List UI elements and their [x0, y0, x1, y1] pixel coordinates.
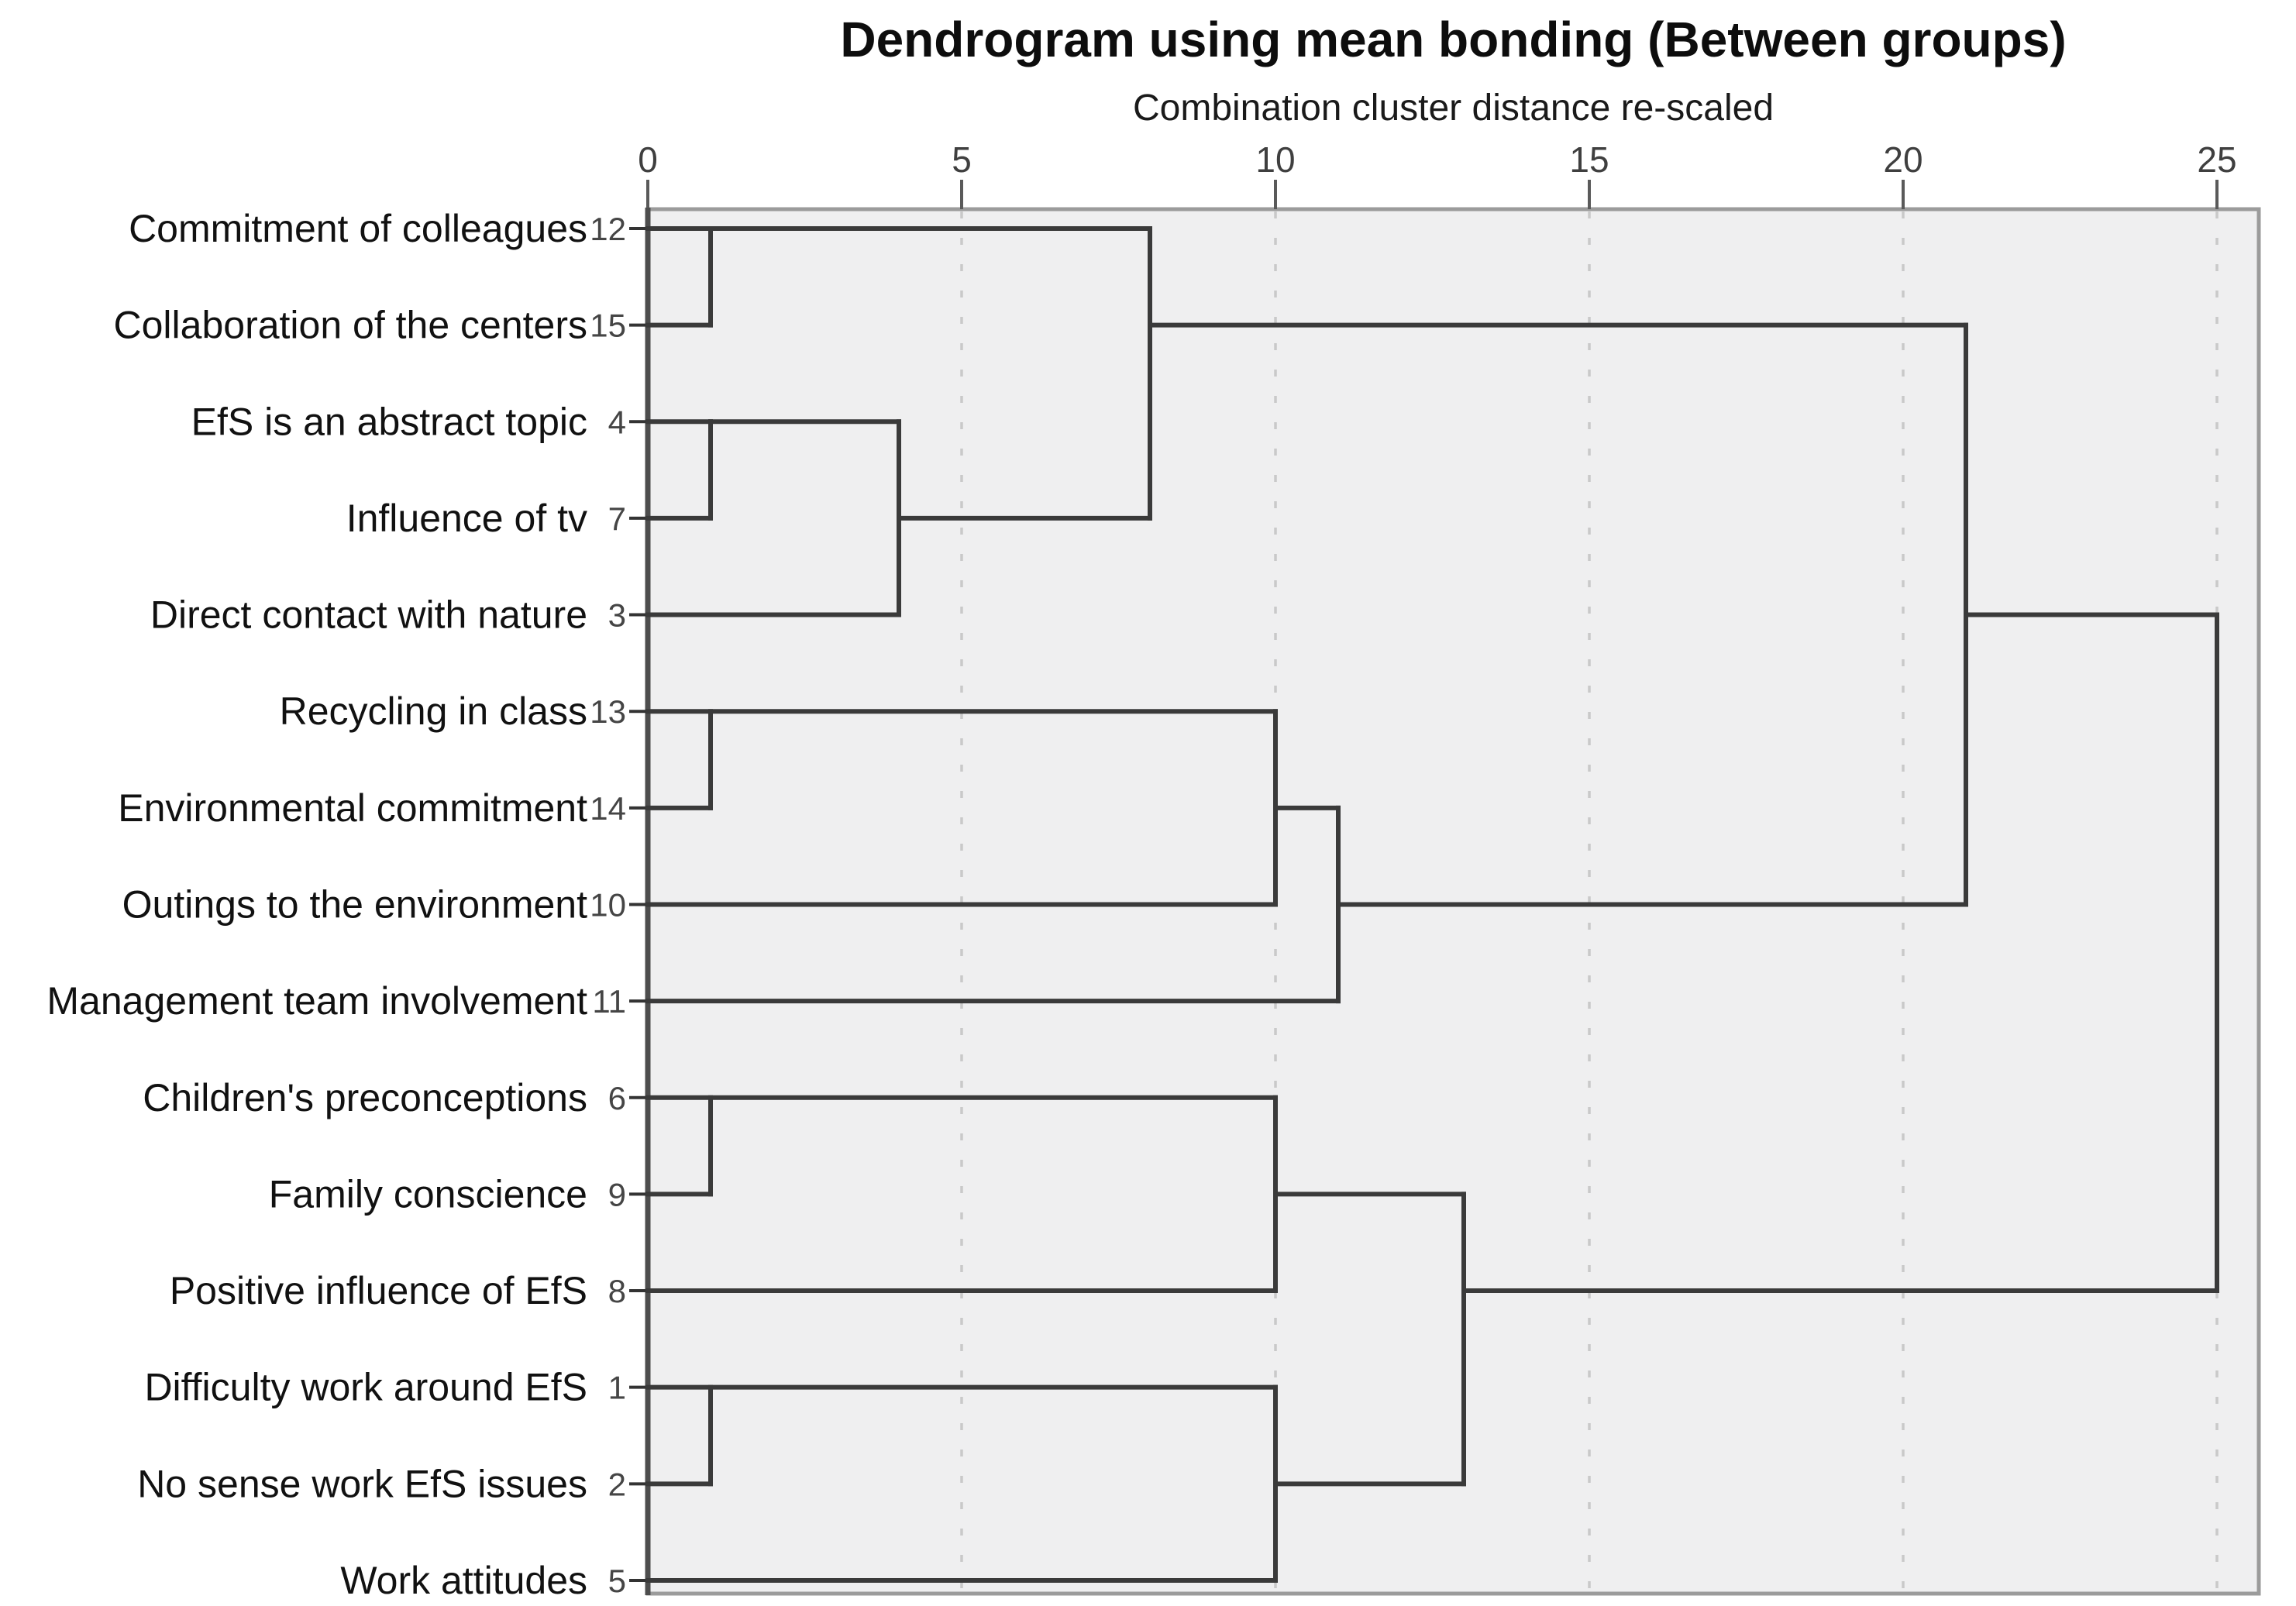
leaf-label: Outings to the environment — [122, 882, 587, 926]
plot-area — [648, 209, 2259, 1594]
leaf-label: Management team involvement — [46, 979, 587, 1023]
leaf-case-number: 13 — [590, 693, 626, 730]
leaf-label: Direct contact with nature — [150, 593, 587, 637]
leaf-case-number: 8 — [608, 1273, 626, 1309]
leaf-case-number: 11 — [592, 983, 626, 1020]
leaf-label: Work attitudes — [340, 1559, 587, 1602]
leaf-label: Commitment of colleagues — [129, 207, 587, 250]
leaf-label: Environmental commitment — [118, 786, 587, 830]
leaf-label: Difficulty work around EfS — [144, 1366, 587, 1409]
leaf-case-number: 1 — [608, 1370, 626, 1406]
leaf-label: Collaboration of the centers — [114, 304, 587, 347]
leaf-case-number: 14 — [590, 790, 626, 827]
axis-tick-label-25: 25 — [2197, 139, 2236, 180]
leaf-case-number: 10 — [590, 886, 626, 923]
leaf-case-number: 7 — [608, 500, 626, 537]
leaf-label: EfS is an abstract topic — [191, 400, 587, 443]
leaf-label: Positive influence of EfS — [170, 1269, 587, 1312]
leaf-case-number: 2 — [608, 1466, 626, 1502]
leaf-case-number: 12 — [590, 211, 626, 247]
leaf-label: Children's preconceptions — [143, 1076, 587, 1119]
leaf-case-number: 3 — [608, 597, 626, 634]
leaf-case-number: 15 — [590, 308, 626, 344]
axis-tick-label-0: 0 — [638, 139, 658, 180]
leaf-case-number: 9 — [608, 1176, 626, 1212]
leaf-case-number: 5 — [608, 1563, 626, 1599]
chart-title: Dendrogram using mean bonding (Between g… — [840, 12, 2067, 67]
axis-tick-label-20: 20 — [1883, 139, 1923, 180]
leaf-label: Influence of tv — [346, 497, 587, 540]
leaf-label: Family conscience — [269, 1172, 587, 1216]
axis-tick-label-5: 5 — [952, 139, 972, 180]
leaf-case-number: 4 — [608, 404, 626, 440]
axis-tick-label-15: 15 — [1569, 139, 1609, 180]
chart-subtitle: Combination cluster distance re-scaled — [1132, 88, 1774, 129]
leaf-label: Recycling in class — [280, 690, 587, 733]
leaf-label: No sense work EfS issues — [137, 1462, 587, 1505]
leaf-case-number: 6 — [608, 1080, 626, 1116]
axis-tick-label-10: 10 — [1255, 139, 1295, 180]
